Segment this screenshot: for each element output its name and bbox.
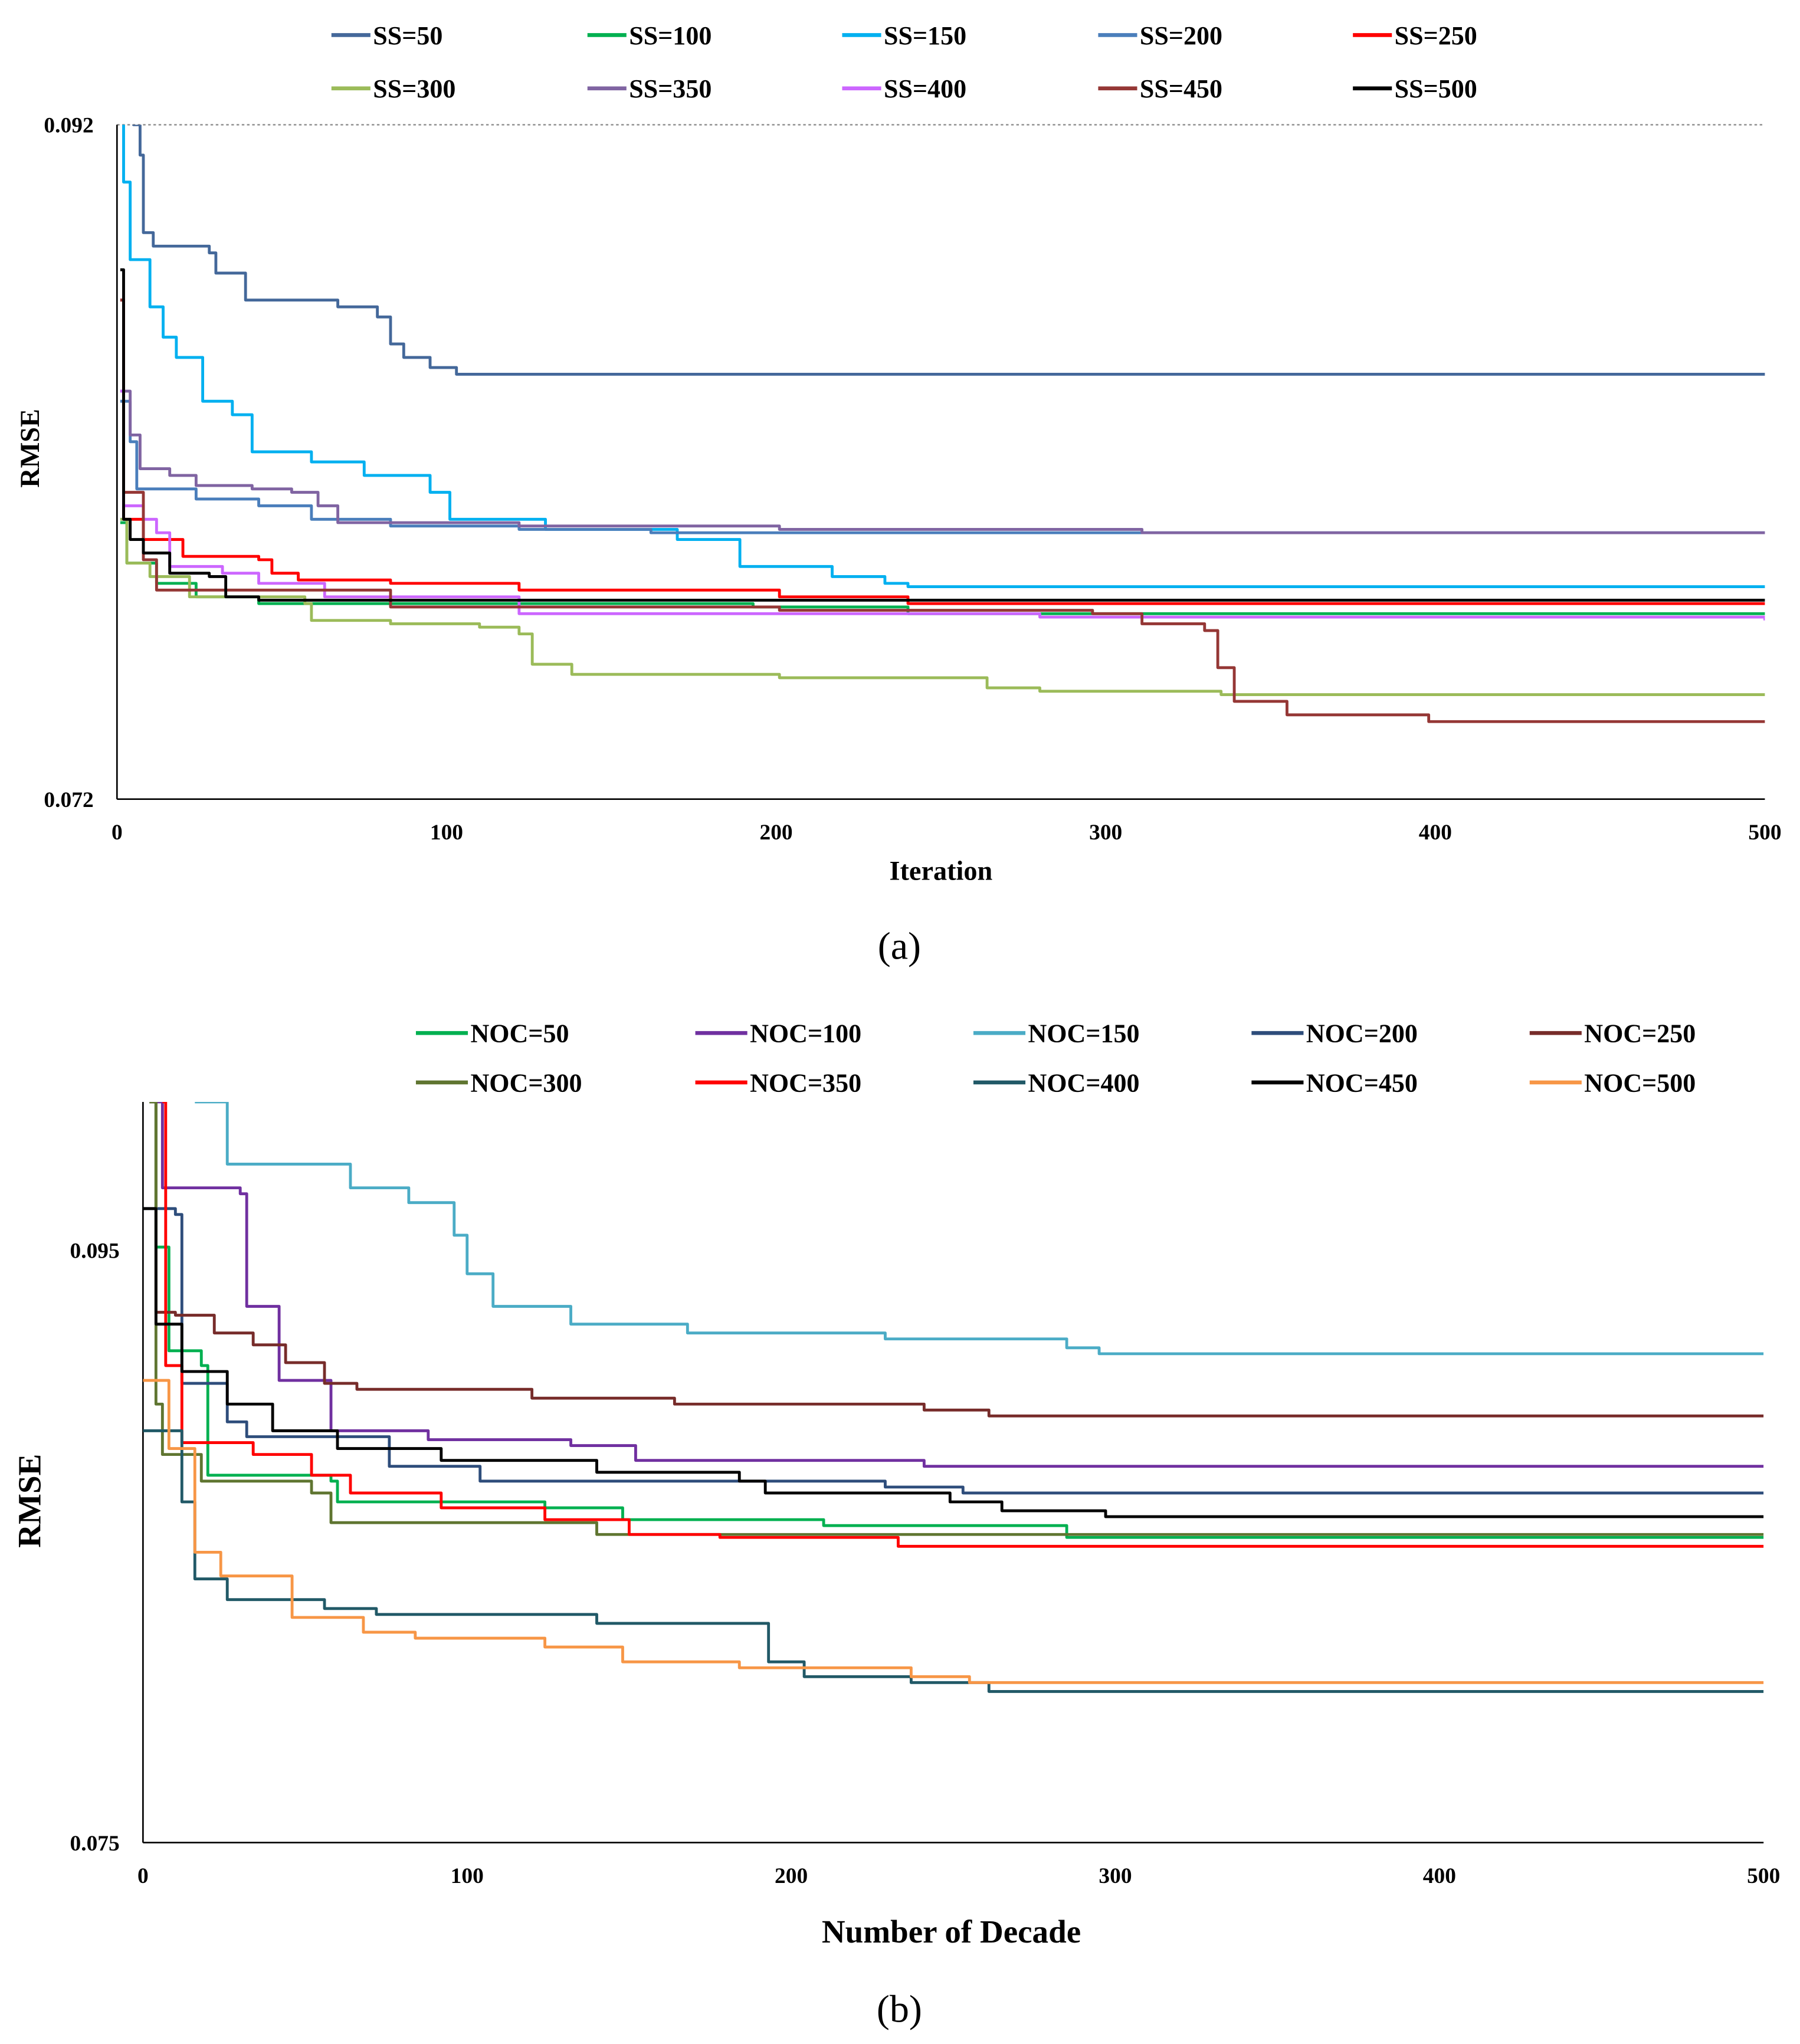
legend-item: NOC=250 (1529, 1019, 1696, 1048)
series-line-ss-500 (120, 268, 1765, 602)
y-tick-label: 0.092 (44, 114, 93, 138)
y-tick-label: 0.095 (70, 1239, 119, 1263)
legend-item: NOC=300 (415, 1068, 582, 1097)
series-line-ss-450 (120, 298, 1765, 723)
legend-item: NOC=500 (1529, 1068, 1696, 1097)
series-line-ss-150 (122, 124, 1765, 589)
legend-label: NOC=450 (1306, 1068, 1418, 1097)
series-line-ss-200 (120, 399, 1765, 534)
legend-label: SS=500 (1395, 74, 1477, 103)
legend-label: SS=350 (629, 74, 712, 103)
x-tick-label: 400 (1423, 1864, 1456, 1888)
series-group (143, 1101, 1764, 1693)
legend-item: SS=150 (842, 21, 966, 50)
x-tick-label: 0 (137, 1864, 149, 1888)
chart-a-xlabel: Iteration (890, 856, 993, 886)
x-tick-label: 300 (1089, 821, 1122, 845)
legend-label: SS=300 (373, 74, 455, 103)
y-tick-label: 0.075 (70, 1832, 119, 1856)
chart-b-ylabel: RMSE (11, 1454, 47, 1548)
legend-label: NOC=400 (1028, 1068, 1139, 1097)
series-line-noc-200 (143, 1207, 1764, 1495)
x-tick-label: 300 (1099, 1864, 1132, 1888)
series-group (120, 124, 1765, 723)
legend-item: SS=350 (587, 74, 712, 103)
series-line-noc-250 (149, 1101, 1764, 1418)
chart-b-xlabel: Number of Decade (822, 1914, 1081, 1950)
legend-item: NOC=150 (973, 1019, 1140, 1048)
legend-item: SS=450 (1098, 74, 1222, 103)
x-tick-label: 100 (451, 1864, 484, 1888)
series-line-noc-350 (162, 1101, 1764, 1548)
chart-b-panel-label: (b) (877, 1988, 922, 2031)
legend-item: SS=250 (1353, 21, 1477, 50)
series-line-noc-300 (149, 1101, 1764, 1536)
x-tick-label: 200 (759, 821, 792, 845)
series-line-ss-300 (120, 517, 1765, 696)
series-line-noc-450 (143, 1207, 1764, 1518)
legend-item: SS=100 (587, 21, 712, 50)
legend-label: SS=150 (884, 21, 966, 50)
legend-item: SS=400 (842, 74, 966, 103)
x-tick-label: 500 (1748, 821, 1781, 845)
legend-label: SS=100 (629, 21, 712, 50)
legend-item: NOC=400 (973, 1068, 1140, 1097)
series-line-noc-500 (143, 1379, 1764, 1684)
x-tick-label: 0 (112, 821, 123, 845)
legend-item: NOC=50 (415, 1019, 569, 1048)
legend-label: NOC=100 (750, 1019, 861, 1048)
x-tick-label: 400 (1419, 821, 1452, 845)
series-line-ss-50 (132, 124, 1765, 376)
chart-a-panel-label: (a) (878, 925, 921, 968)
chart-b: 0 100 200 300 400 500 0.075 0.095 NOC=50 NOC=100 N… (70, 1019, 1780, 1888)
legend-label: SS=400 (884, 74, 966, 103)
legend-item: NOC=200 (1251, 1019, 1418, 1048)
legend-item: NOC=100 (695, 1019, 861, 1048)
legend-item: SS=50 (331, 21, 442, 50)
legend-label: NOC=200 (1306, 1019, 1418, 1048)
legend-item: SS=500 (1353, 74, 1477, 103)
x-tick-label: 200 (775, 1864, 808, 1888)
legend-label: NOC=350 (750, 1068, 861, 1097)
legend-label: NOC=50 (470, 1019, 569, 1048)
legend-label: SS=50 (373, 21, 442, 50)
legend-item: SS=300 (331, 74, 455, 103)
x-tick-label: 500 (1747, 1864, 1780, 1888)
legend-label: NOC=250 (1584, 1019, 1696, 1048)
x-tick-label: 100 (430, 821, 463, 845)
legend-label: SS=200 (1140, 21, 1222, 50)
y-tick-label: 0.072 (44, 788, 93, 812)
series-line-ss-250 (120, 298, 1765, 605)
legend-item: SS=200 (1098, 21, 1222, 50)
chart-a: 0 100 200 300 400 500 0.072 0.092 SS=50 SS=100 SS=… (44, 21, 1781, 845)
legend-label: SS=450 (1140, 74, 1222, 103)
chart-a-ylabel: RMSE (15, 409, 45, 488)
legend-item: NOC=350 (695, 1068, 861, 1097)
series-line-noc-400 (143, 1429, 1764, 1693)
legend-label: SS=250 (1395, 21, 1477, 50)
series-line-noc-100 (152, 1101, 1764, 1468)
legend-item: NOC=450 (1251, 1068, 1418, 1097)
legend-label: NOC=300 (470, 1068, 582, 1097)
legend-label: NOC=150 (1028, 1019, 1139, 1048)
series-line-ss-350 (120, 389, 1765, 534)
series-line-noc-150 (195, 1101, 1764, 1356)
series-line-noc-50 (149, 1101, 1764, 1539)
legend-label: NOC=500 (1584, 1068, 1696, 1097)
